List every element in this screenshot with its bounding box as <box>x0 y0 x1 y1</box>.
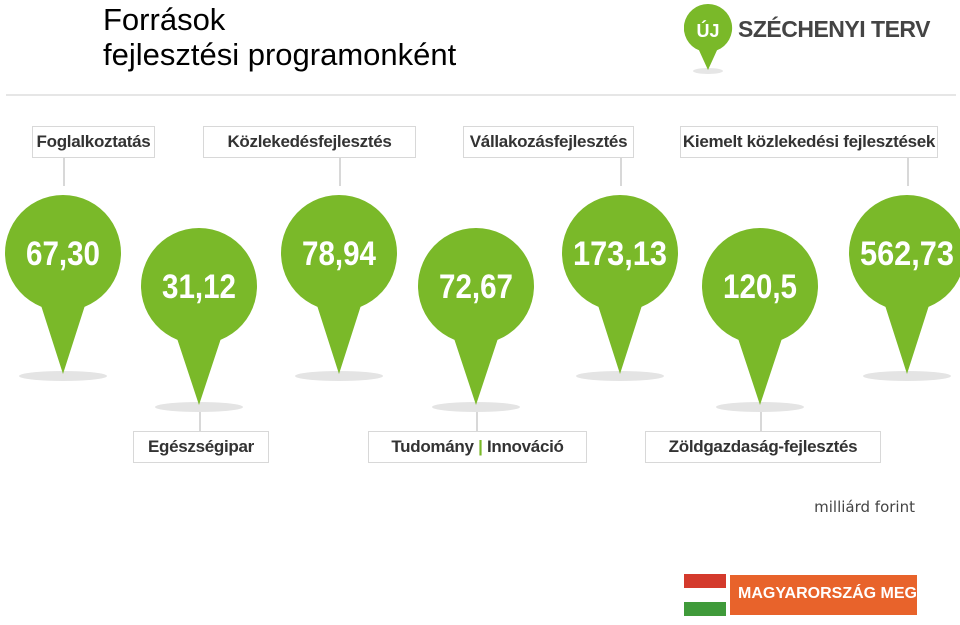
pin-value-label: 78,94 <box>302 235 376 273</box>
value-pin: 173,13 <box>562 195 678 381</box>
footer-logo-text: MAGYARORSZÁG MEGÚJUL <box>738 585 959 602</box>
value-pin: 78,94 <box>281 195 397 381</box>
pin-value-label: 173,13 <box>573 235 667 273</box>
pin-shadow <box>716 402 804 412</box>
pin-shadow <box>19 371 107 381</box>
page-title-line2: fejlesztési programonként <box>103 37 457 72</box>
stem-kiemelt <box>907 158 909 186</box>
value-pin: 67,30 <box>5 195 122 381</box>
pin-value-label: 67,30 <box>26 235 100 273</box>
value-pin: 562,73 <box>849 195 960 381</box>
pin-value-label: 120,5 <box>723 268 797 306</box>
pin-shadow <box>432 402 520 412</box>
stem-vallalkozas <box>620 158 622 186</box>
page-title: Források fejlesztési programonként <box>103 2 456 72</box>
stem-tudomany <box>476 412 478 432</box>
pin-marker <box>701 228 818 405</box>
value-pin: 120,5 <box>701 228 818 412</box>
label-vallakozasfejlesztes: Vállakozásfejlesztés <box>463 126 634 158</box>
label-egeszsegipar: Egészségipar <box>133 431 269 463</box>
pin-marker <box>141 228 258 405</box>
stem-foglalkoztatas <box>63 158 65 186</box>
hungarian-flag-icon <box>684 574 726 616</box>
pin-shadow <box>155 402 243 412</box>
page-title-line1: Források <box>103 2 226 37</box>
pin-value-label: 562,73 <box>860 235 954 273</box>
brand-badge: ÚJ <box>696 21 720 41</box>
magyarorszag-megujul-logo: MAGYARORSZÁG MEGÚJUL <box>684 574 959 616</box>
footer-logo-band <box>730 575 917 615</box>
pin-shadow <box>576 371 664 381</box>
pin-value-label: 72,67 <box>439 268 513 306</box>
label-kozlekedesfejlesztes: Közlekedésfejlesztés <box>203 126 416 158</box>
stem-egeszsegipar <box>199 412 201 432</box>
label-tudomany-innovacio-text: Tudomány | Innováció <box>391 437 564 456</box>
label-tudomany-innovacio: Tudomány | Innováció <box>368 431 587 463</box>
pin-value-label: 31,12 <box>162 268 236 306</box>
pin-marker <box>5 195 122 374</box>
label-foglalkoztatas: Foglalkoztatás <box>32 126 155 158</box>
label-kiemelt-kozlekedesi: Kiemelt közlekedési fejlesztések <box>680 126 938 158</box>
stem-zoldgazdasag <box>760 412 762 432</box>
label-zoldgazdasag: Zöldgazdaság-fejlesztés <box>645 431 881 463</box>
pin-marker <box>417 228 534 405</box>
stem-kozlekedes <box>339 158 341 186</box>
pin-marker <box>281 195 397 374</box>
szechenyi-terv-logo: ÚJ SZÉCHENYI TERV <box>684 4 934 74</box>
value-pin: 31,12 <box>141 228 258 412</box>
location-pin-icon <box>684 4 733 74</box>
value-pin: 72,67 <box>417 228 534 412</box>
unit-label: milliárd forint <box>814 498 915 516</box>
brand-name: SZÉCHENYI TERV <box>738 16 930 42</box>
pin-shadow <box>295 371 383 381</box>
pin-marker <box>562 195 678 374</box>
pin-marker <box>849 195 960 374</box>
pin-shadow <box>863 371 951 381</box>
header-divider <box>6 94 956 96</box>
